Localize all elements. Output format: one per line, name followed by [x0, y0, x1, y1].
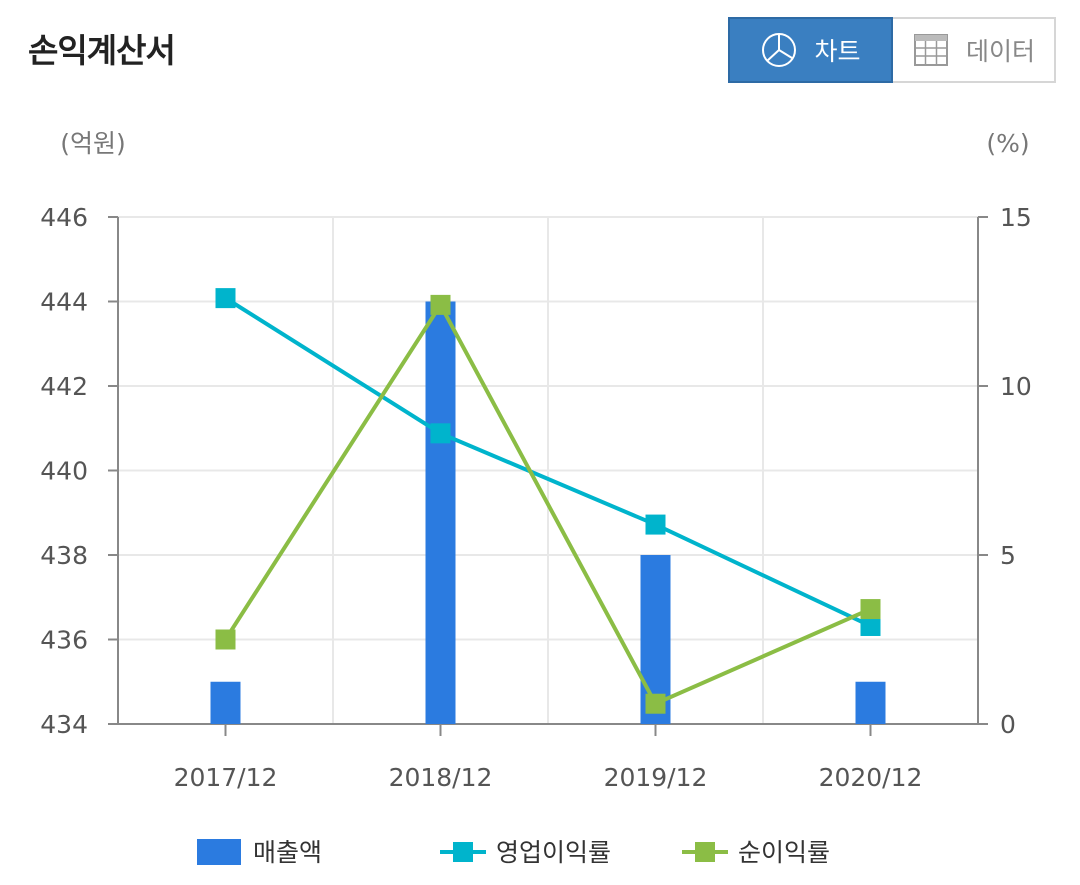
- x-axis-tick-label: 2017/12: [174, 763, 278, 792]
- pie-chart-icon: [760, 31, 798, 69]
- chart-view-button[interactable]: 차트: [728, 17, 893, 83]
- chart-view-label: 차트: [814, 37, 861, 66]
- right-axis-tick-label: 15: [1000, 203, 1032, 232]
- right-axis-unit: (%): [986, 129, 1029, 158]
- point-net-margin: [215, 629, 236, 650]
- point-operating-margin: [860, 615, 881, 636]
- point-net-margin: [430, 294, 451, 315]
- left-axis-tick-label: 442: [40, 372, 88, 401]
- left-axis-tick-label: 440: [40, 457, 88, 486]
- data-view-label: 데이터: [965, 37, 1035, 66]
- point-operating-margin: [645, 514, 666, 535]
- legend-swatch-operating-margin-marker: [453, 842, 473, 862]
- point-net-margin: [860, 599, 881, 620]
- x-axis-tick-label: 2020/12: [819, 763, 923, 792]
- line-net-margin: [223, 300, 872, 707]
- left-axis-tick-label: 438: [40, 541, 88, 570]
- x-axis-tick-label: 2018/12: [389, 763, 493, 792]
- left-axis-tick-label: 444: [40, 288, 88, 317]
- legend-label-operating-margin: 영업이익률: [496, 838, 611, 867]
- left-axis-tick-label: 436: [40, 626, 88, 655]
- legend-swatch-net-margin-marker: [695, 842, 715, 862]
- left-axis-tick-label: 434: [40, 710, 88, 739]
- legend-label-net-margin: 순이익률: [738, 838, 830, 867]
- data-view-button[interactable]: 데이터: [893, 17, 1056, 83]
- legend-label-revenue: 매출액: [253, 838, 322, 867]
- line-operating-margin: [224, 296, 872, 628]
- left-axis-unit: (억원): [60, 129, 126, 158]
- right-axis-tick-label: 0: [1000, 710, 1016, 739]
- page-title: 손익계산서: [28, 31, 176, 70]
- point-operating-margin: [215, 288, 236, 309]
- view-toggle: 차트 데이터: [728, 17, 1056, 83]
- legend-swatch-revenue: [197, 839, 241, 865]
- bar-revenue: [425, 301, 456, 724]
- point-operating-margin: [430, 423, 451, 444]
- point-net-margin: [645, 693, 666, 714]
- right-axis-tick-label: 5: [1000, 541, 1016, 570]
- left-axis-tick-label: 446: [40, 203, 88, 232]
- bar-revenue: [210, 681, 241, 724]
- table-grid-icon: [912, 31, 950, 69]
- right-axis-tick-label: 10: [1000, 372, 1032, 401]
- x-axis-tick-label: 2019/12: [604, 763, 708, 792]
- bar-revenue: [855, 681, 886, 724]
